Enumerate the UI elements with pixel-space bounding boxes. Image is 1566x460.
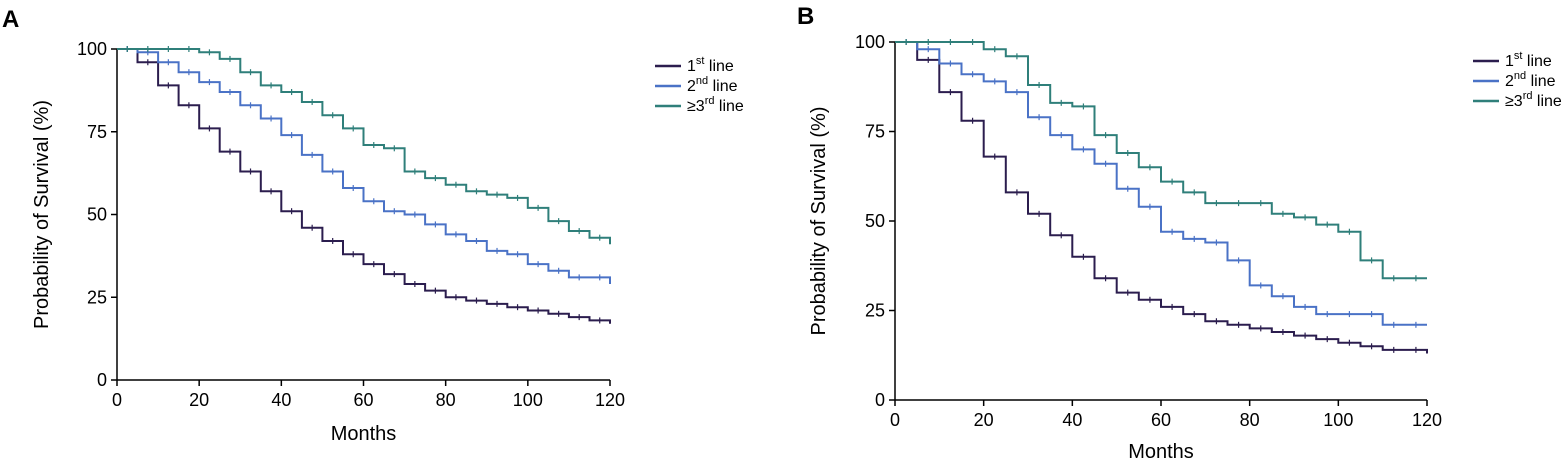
- y-axis-title: Probability of Survival (%): [31, 100, 53, 329]
- x-tick-label: 60: [1151, 410, 1171, 430]
- x-tick-label: 40: [271, 390, 291, 410]
- legend-label-sup: rd: [1523, 90, 1533, 102]
- y-tick-label: 75: [865, 122, 885, 142]
- legend-label: ≥3rd line: [1505, 90, 1562, 110]
- panel-a: A 0 25 50 75 100 0 20 40 60 80 100 120 Months Probabil…: [2, 6, 744, 445]
- y-tick-label: 100: [855, 32, 885, 52]
- x-tick-label: 0: [112, 390, 122, 410]
- legend-label-sup: st: [696, 55, 705, 67]
- legend-label: 1st line: [1505, 50, 1552, 70]
- series-censor-marks-3: [126, 46, 601, 241]
- legend-label-sup: nd: [696, 75, 708, 87]
- legend-label-rest: line: [714, 98, 743, 115]
- x-tick-label: 20: [974, 410, 994, 430]
- panel-label: A: [2, 6, 19, 33]
- legend-label-main: 1: [687, 58, 696, 75]
- series-line-2: [117, 48, 611, 284]
- x-tick-label: 40: [1062, 410, 1082, 430]
- y-tick-label: 0: [97, 370, 107, 390]
- legend-label-main: 2: [1505, 73, 1514, 90]
- legend-label-rest: line: [708, 78, 737, 95]
- y-tick-label: 100: [77, 39, 107, 59]
- x-tick-label: 120: [1412, 410, 1442, 430]
- legend-label-rest: line: [1532, 93, 1561, 110]
- series-line-3: [117, 48, 611, 245]
- legend-label-rest: line: [1522, 53, 1551, 70]
- legend-label: 2nd line: [687, 75, 738, 95]
- y-tick-label: 25: [865, 301, 885, 321]
- x-tick-label: 100: [513, 390, 543, 410]
- series-censor-marks-1: [126, 46, 601, 324]
- series-censor-marks-3: [905, 39, 1417, 282]
- x-tick-label: 0: [890, 410, 900, 430]
- series-line-3: [895, 41, 1427, 280]
- legend-label-main: 2: [687, 78, 696, 95]
- legend-label: ≥3rd line: [687, 95, 744, 115]
- series-line-1: [117, 48, 611, 324]
- legend-label-rest: line: [1526, 73, 1555, 90]
- y-tick-label: 50: [865, 211, 885, 231]
- legend-label-sup: nd: [1514, 70, 1526, 82]
- x-tick-label: 100: [1323, 410, 1353, 430]
- panel-label: B: [797, 3, 814, 30]
- y-tick-label: 50: [87, 205, 107, 225]
- x-tick-label: 80: [436, 390, 456, 410]
- x-axis-title: Months: [1128, 441, 1194, 460]
- series-censor-marks-2: [126, 46, 601, 281]
- legend-label: 1st line: [687, 55, 734, 75]
- y-axis-title: Probability of Survival (%): [808, 107, 830, 336]
- x-tick-label: 120: [595, 390, 625, 410]
- series-line-1: [895, 41, 1428, 354]
- legend-label-main: ≥3: [687, 98, 705, 115]
- y-tick-label: 75: [87, 122, 107, 142]
- legend-label-main: ≥3: [1505, 93, 1523, 110]
- y-tick-label: 0: [875, 390, 885, 410]
- x-axis-title: Months: [331, 423, 397, 445]
- x-tick-label: 60: [353, 390, 373, 410]
- legend-label-sup: rd: [705, 95, 715, 107]
- series-line-2: [895, 41, 1427, 326]
- legend-label: 2nd line: [1505, 70, 1556, 90]
- series-censor-marks-2: [905, 39, 1417, 328]
- y-tick-label: 25: [87, 287, 107, 307]
- legend-label-rest: line: [704, 58, 733, 75]
- x-tick-label: 80: [1240, 410, 1260, 430]
- panel-b: B 0 25 50 75 100 0 20 40 60 80 100 120 Months Probabil…: [797, 3, 1562, 460]
- legend-label-main: 1: [1505, 53, 1514, 70]
- x-tick-label: 20: [189, 390, 209, 410]
- legend-label-sup: st: [1514, 50, 1523, 62]
